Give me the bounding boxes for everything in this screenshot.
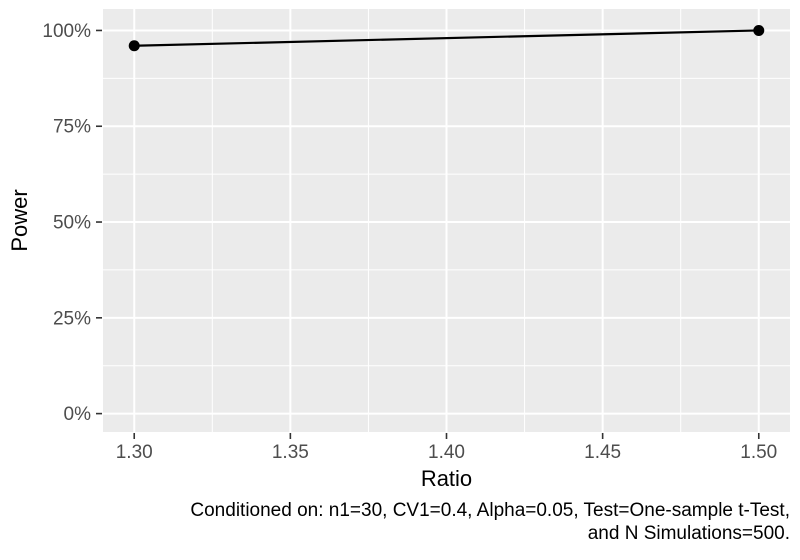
x-axis-title: Ratio xyxy=(421,466,472,491)
x-tick-label: 1.30 xyxy=(116,442,153,463)
y-axis-title: Power xyxy=(7,189,32,251)
y-tick-label: 100% xyxy=(42,21,91,42)
x-tick-label: 1.35 xyxy=(272,442,309,463)
data-line xyxy=(134,29,759,47)
data-point xyxy=(128,40,140,52)
caption-line: Conditioned on: n1=30, CV1=0.4, Alpha=0.… xyxy=(190,500,790,521)
y-tick-label: 75% xyxy=(53,117,91,138)
caption-line: and N Simulations=500. xyxy=(588,523,790,544)
x-tick-label: 1.50 xyxy=(740,442,777,463)
data-point xyxy=(753,24,765,36)
y-tick-label: 25% xyxy=(53,308,91,329)
x-tick-label: 1.45 xyxy=(584,442,621,463)
x-tick-label: 1.40 xyxy=(428,442,465,463)
y-tick-label: 50% xyxy=(53,213,91,234)
y-tick-label: 0% xyxy=(64,404,92,425)
